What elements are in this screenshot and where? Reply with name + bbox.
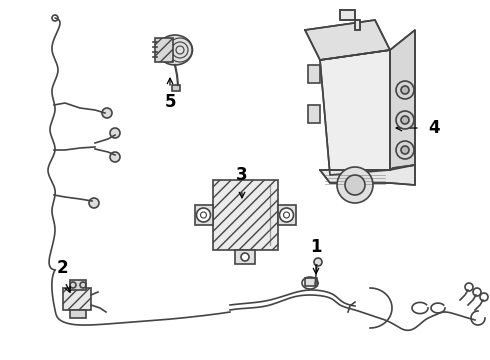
Circle shape bbox=[401, 116, 409, 124]
Bar bbox=[308, 65, 320, 83]
Polygon shape bbox=[340, 10, 360, 30]
Circle shape bbox=[314, 258, 322, 266]
Bar bbox=[305, 278, 317, 286]
Circle shape bbox=[401, 146, 409, 154]
Text: 2: 2 bbox=[56, 259, 68, 277]
Bar bbox=[277, 205, 295, 225]
Text: 3: 3 bbox=[236, 166, 248, 184]
Circle shape bbox=[401, 86, 409, 94]
Circle shape bbox=[396, 81, 414, 99]
Ellipse shape bbox=[157, 35, 193, 65]
Bar bbox=[235, 250, 255, 264]
Circle shape bbox=[396, 111, 414, 129]
Circle shape bbox=[241, 253, 249, 261]
Circle shape bbox=[279, 208, 294, 222]
Text: 5: 5 bbox=[164, 93, 176, 111]
Bar bbox=[63, 288, 91, 310]
Bar bbox=[172, 85, 180, 91]
Circle shape bbox=[196, 208, 211, 222]
Bar bbox=[358, 100, 386, 130]
Bar bbox=[308, 105, 320, 123]
Bar bbox=[155, 38, 173, 62]
Bar bbox=[195, 205, 213, 225]
Polygon shape bbox=[320, 50, 390, 175]
Bar bbox=[328, 65, 356, 95]
Bar bbox=[70, 310, 86, 318]
Circle shape bbox=[102, 108, 112, 118]
Polygon shape bbox=[305, 20, 390, 60]
Text: 1: 1 bbox=[310, 238, 322, 256]
Circle shape bbox=[337, 167, 373, 203]
Text: 4: 4 bbox=[428, 119, 440, 137]
Circle shape bbox=[52, 15, 58, 21]
Circle shape bbox=[110, 128, 120, 138]
Polygon shape bbox=[390, 30, 415, 170]
Circle shape bbox=[89, 198, 99, 208]
Polygon shape bbox=[320, 165, 415, 185]
Bar bbox=[70, 280, 86, 290]
Circle shape bbox=[345, 175, 365, 195]
Circle shape bbox=[110, 152, 120, 162]
Circle shape bbox=[396, 141, 414, 159]
Bar bbox=[358, 65, 386, 95]
Bar bbox=[328, 100, 356, 130]
Bar bbox=[213, 180, 277, 250]
